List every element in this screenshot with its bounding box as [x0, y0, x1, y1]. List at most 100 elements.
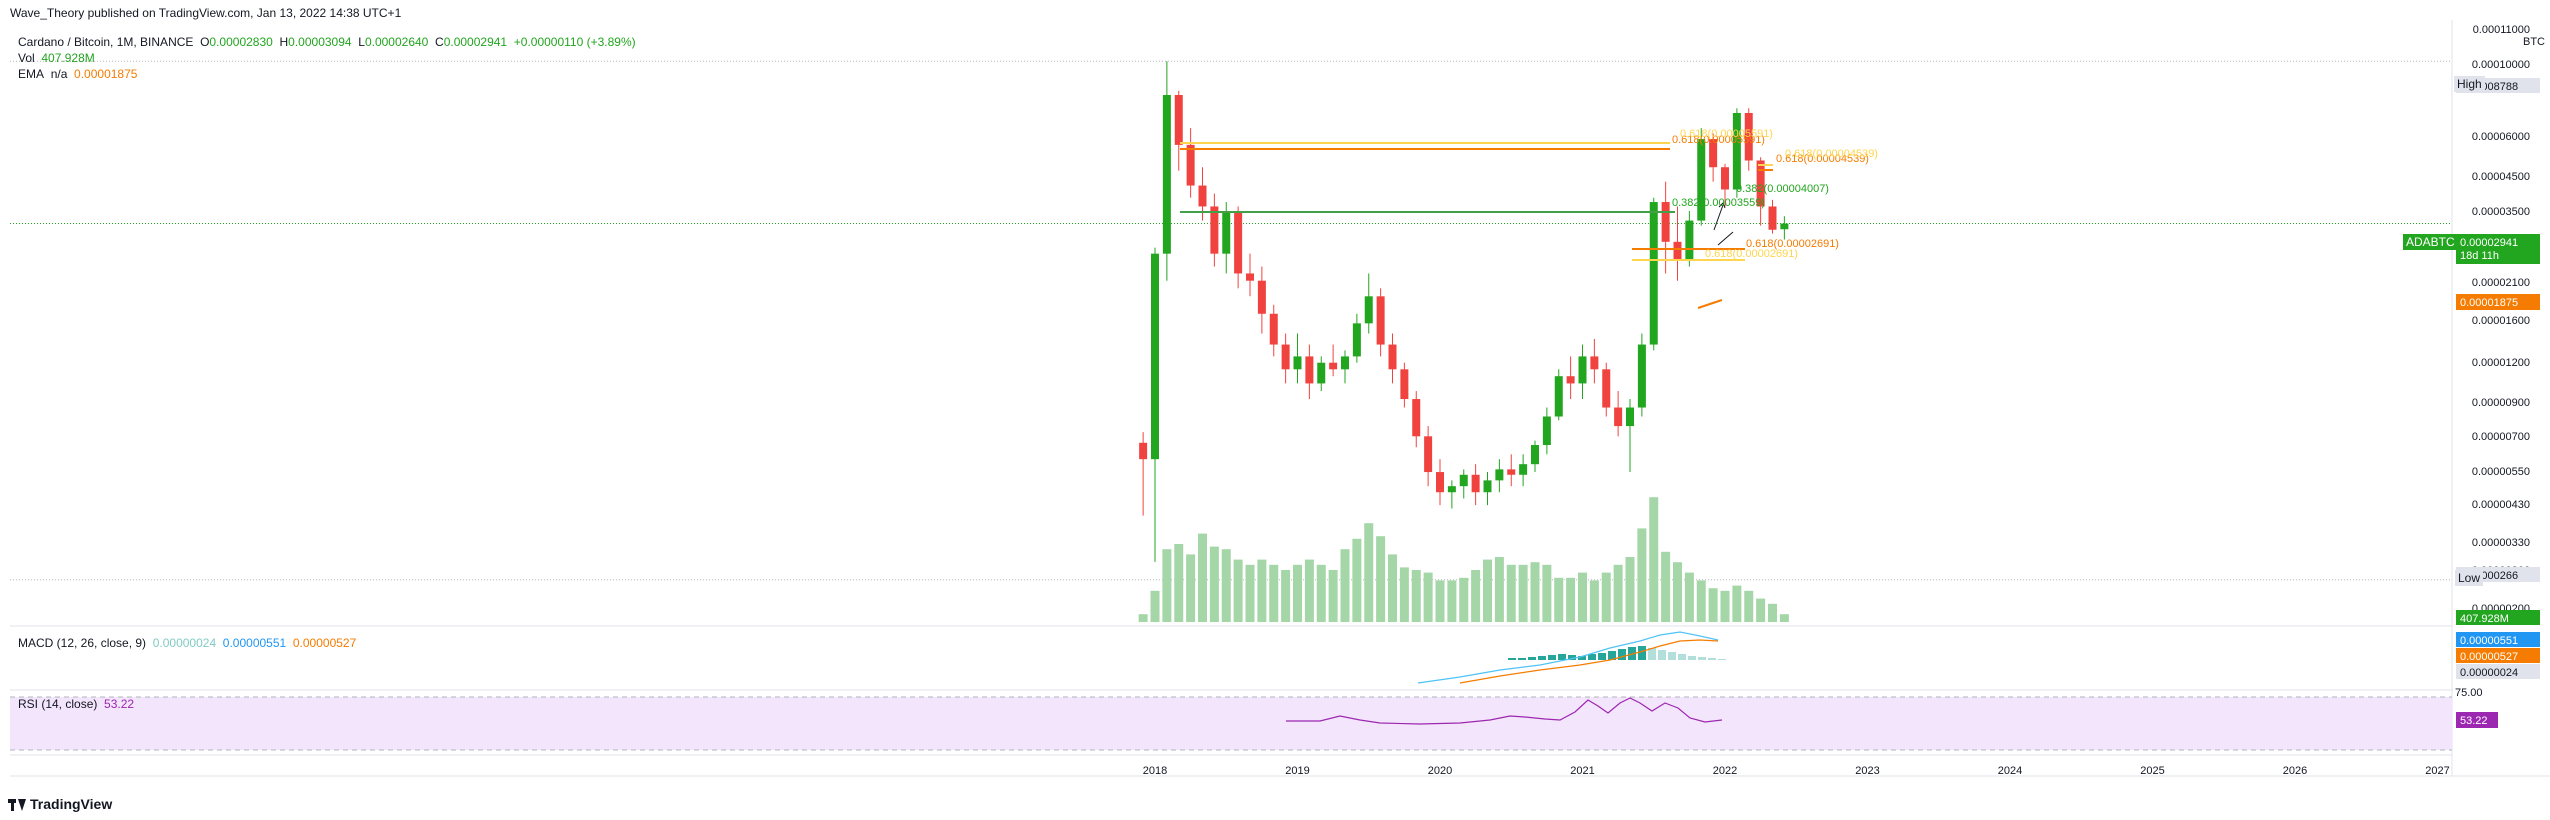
high-label: H	[279, 35, 289, 49]
macd-hist-bar	[1608, 651, 1616, 660]
macd-line	[1417, 631, 1719, 684]
volume-bar	[1483, 559, 1492, 622]
candle-body	[1661, 202, 1670, 242]
volume-bar	[1708, 588, 1718, 622]
candle-body	[1459, 474, 1468, 487]
macd-hist-bar	[1658, 650, 1666, 660]
volume-bar	[1768, 603, 1777, 622]
rsi-band	[10, 697, 2452, 750]
time-tick: 2026	[2283, 765, 2307, 777]
tradingview-logo-icon	[8, 799, 26, 812]
countdown-tag: 18d 11h	[2460, 250, 2499, 262]
candle-body	[1234, 211, 1243, 274]
candle-body	[1162, 94, 1171, 254]
volume-value: 407.928M	[41, 51, 95, 65]
candle-body	[1590, 356, 1599, 370]
candle-body	[1471, 474, 1480, 493]
macd-hist-bar	[1688, 656, 1696, 660]
publish-header: Wave_Theory published on TradingView.com…	[10, 6, 402, 20]
ema-price-tag: 0.00001875	[2460, 297, 2518, 309]
volume-bar	[1601, 572, 1611, 622]
volume-bar	[1388, 554, 1397, 622]
volume-bar	[1221, 549, 1231, 622]
volume-bar	[1661, 551, 1671, 622]
macd-tag: 0.00000551	[2460, 635, 2518, 647]
volume-bar	[1423, 572, 1433, 622]
volume-bar	[1744, 590, 1754, 622]
volume-bar	[1138, 614, 1148, 622]
ema-param: n/a	[50, 67, 68, 81]
candle-body	[1483, 480, 1492, 493]
macd-hist-bar	[1638, 646, 1646, 660]
low-label: L	[358, 35, 365, 49]
volume-bar	[1506, 564, 1516, 622]
time-tick: 2020	[1428, 765, 1452, 777]
volume-bar	[1673, 562, 1682, 622]
time-tick: 2021	[1570, 765, 1594, 777]
volume-tag: 407.928M	[2460, 613, 2509, 625]
volume-bar	[1364, 523, 1374, 622]
close-label: C	[435, 35, 444, 49]
macd-hist-bar	[1678, 654, 1686, 660]
candle-body	[1709, 139, 1718, 168]
candle-body	[1507, 469, 1516, 475]
volume-bar	[1316, 564, 1326, 622]
macd-hist-bar	[1518, 658, 1526, 660]
candle-body	[1626, 407, 1634, 427]
candle-body	[1495, 469, 1504, 481]
candle-body	[1424, 436, 1433, 473]
candle-body	[1376, 296, 1385, 345]
candle-body	[1436, 472, 1444, 493]
macd-hist-bar	[1618, 649, 1626, 660]
macd-title[interactable]: MACD (12, 26, close, 9)	[18, 636, 147, 650]
arrow-head	[1718, 202, 1726, 209]
high-tag-label: High	[2454, 76, 2485, 92]
hist-tag: 0.00000024	[2460, 667, 2518, 679]
candle-body	[1637, 344, 1646, 408]
signal-line	[1459, 639, 1719, 684]
candle-body	[1447, 486, 1456, 493]
price-tick: 0.00001200	[2472, 357, 2530, 369]
candle-body	[1317, 362, 1326, 384]
candle-body	[1649, 202, 1658, 345]
volume-label[interactable]: Vol	[18, 51, 35, 65]
ema-label[interactable]: EMA	[18, 67, 45, 81]
projection-arrow	[1717, 231, 1734, 246]
macd-hist-bar	[1528, 657, 1536, 660]
fib-label: 0.618(0.00005591)	[1672, 134, 1765, 146]
volume-bar	[1732, 585, 1742, 622]
tradingview-brand[interactable]: TradingView	[8, 796, 112, 812]
candle-body	[1519, 464, 1528, 475]
volume-bar	[1447, 580, 1457, 622]
rsi-title[interactable]: RSI (14, close)	[18, 697, 98, 711]
candle-body	[1768, 206, 1777, 230]
volume-bar	[1471, 570, 1481, 622]
volume-bar	[1625, 557, 1635, 622]
price-tick: 0.00000700	[2472, 431, 2530, 443]
time-tick: 2027	[2425, 765, 2449, 777]
symbol-title[interactable]: Cardano / Bitcoin, 1M, BINANCE	[18, 35, 194, 49]
fib-label: 0.618(0.00002691)	[1705, 248, 1798, 260]
volume-bar	[1637, 528, 1647, 622]
open-label: O	[200, 35, 210, 49]
signal-tag: 0.00000527	[2460, 651, 2518, 663]
volume-bar	[1399, 567, 1409, 622]
fib-label: 0.618(0.00005591)	[1680, 128, 1773, 140]
price-tick: 0.00002100	[2472, 277, 2530, 289]
macd-hist-bar	[1568, 655, 1576, 660]
volume-bar	[1162, 549, 1172, 622]
time-tick: 2022	[1713, 765, 1737, 777]
main-legend: Cardano / Bitcoin, 1M, BINANCE O0.000028…	[18, 34, 636, 82]
close-value: 0.00002941	[443, 35, 508, 49]
macd-tag-bg	[2456, 632, 2540, 647]
rsi-tag: 53.22	[2460, 715, 2488, 727]
candle-body	[1246, 273, 1254, 281]
macd-hist-bar	[1548, 655, 1556, 660]
fib-label: 0.618(0.00004539)	[1776, 153, 1869, 165]
high-value: 0.00003094	[288, 35, 352, 49]
macd-hist-bar	[1578, 656, 1586, 660]
macd-hist-bar	[1508, 658, 1516, 660]
macd-hist-bar	[1718, 659, 1726, 660]
price-tick: 0.00000330	[2472, 537, 2530, 549]
